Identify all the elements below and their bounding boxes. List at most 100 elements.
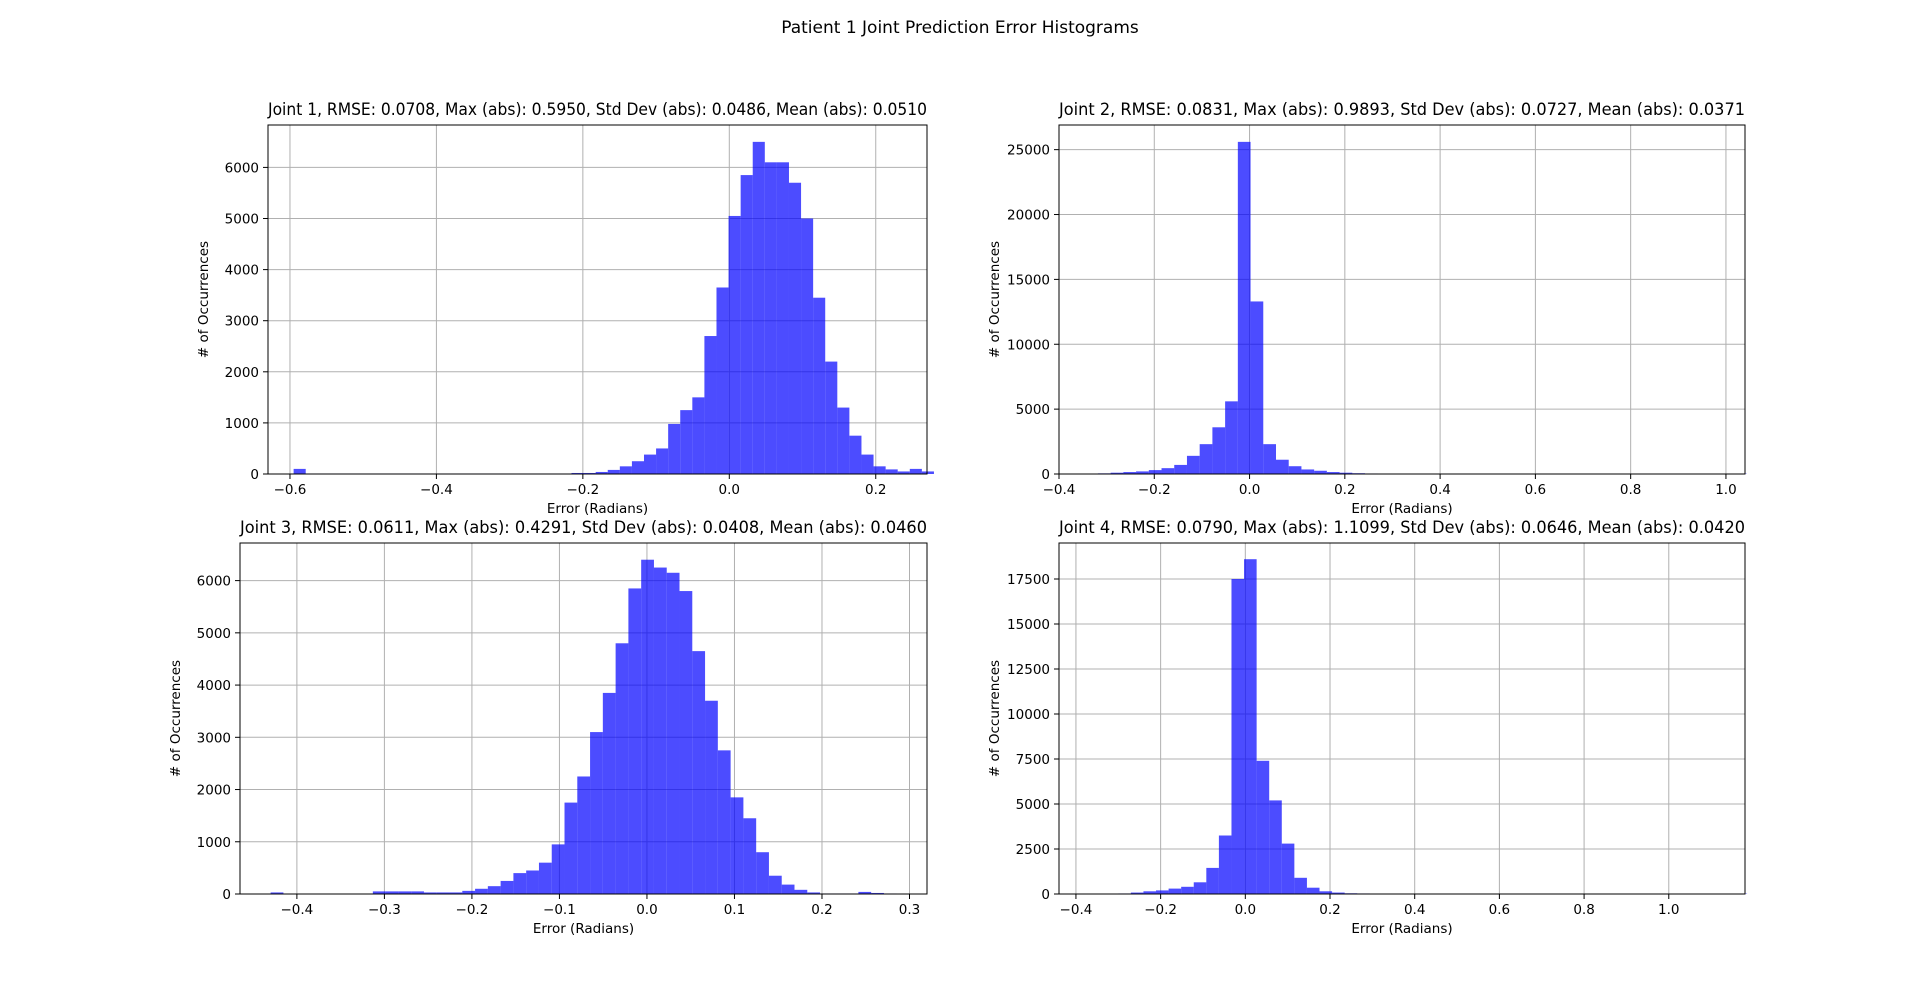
x-tick-label: −0.4 bbox=[1043, 482, 1076, 498]
subplot-title: Joint 1, RMSE: 0.0708, Max (abs): 0.5950… bbox=[267, 100, 927, 120]
histogram-bar bbox=[897, 471, 910, 474]
x-tick-label: 0.0 bbox=[1235, 902, 1256, 918]
histogram-bar bbox=[1244, 559, 1257, 894]
histogram-bar bbox=[743, 818, 757, 894]
histogram-bar bbox=[794, 889, 808, 894]
histogram-bar bbox=[692, 397, 705, 474]
histogram-bar bbox=[631, 461, 644, 474]
histogram-bar bbox=[1250, 301, 1264, 474]
histogram-bar bbox=[1174, 464, 1187, 474]
histogram-bar bbox=[571, 472, 584, 474]
histogram-bar bbox=[449, 892, 463, 894]
x-axis-label: Error (Radians) bbox=[547, 501, 648, 517]
histogram-bar bbox=[1288, 466, 1302, 474]
subplot-title: Joint 3, RMSE: 0.0611, Max (abs): 0.4291… bbox=[239, 518, 927, 538]
x-tick-label: −0.4 bbox=[420, 482, 453, 498]
histogram-bar bbox=[1212, 427, 1226, 474]
histogram-bar bbox=[1123, 472, 1137, 474]
histogram-bar bbox=[436, 892, 450, 894]
y-axis-label: # of Occurrences bbox=[168, 660, 184, 777]
histogram-bar bbox=[807, 892, 821, 894]
x-tick-label: 0.6 bbox=[1525, 482, 1546, 498]
x-tick-label: 0.8 bbox=[1573, 902, 1594, 918]
histogram-bar bbox=[752, 141, 765, 474]
histogram-bar bbox=[849, 435, 862, 474]
y-axis-label: # of Occurrences bbox=[987, 241, 1003, 358]
figure-title: Patient 1 Joint Prediction Error Histogr… bbox=[781, 18, 1139, 38]
histogram-bar bbox=[1231, 579, 1245, 894]
subplot-title: Joint 2, RMSE: 0.0831, Max (abs): 0.9893… bbox=[1058, 100, 1745, 120]
histogram-bar bbox=[293, 468, 306, 474]
x-tick-label: 0.0 bbox=[1239, 482, 1260, 498]
histogram-bar bbox=[641, 559, 654, 894]
plot-frame bbox=[267, 124, 928, 475]
x-tick-label: −0.3 bbox=[368, 902, 401, 918]
x-tick-label: 0.1 bbox=[724, 902, 745, 918]
x-axis-label: Error (Radians) bbox=[1351, 921, 1452, 937]
y-tick-label: 6000 bbox=[225, 160, 259, 176]
histogram-bar bbox=[462, 890, 476, 894]
histogram-bar bbox=[590, 732, 603, 894]
x-tick-label: 0.4 bbox=[1429, 482, 1450, 498]
histogram-bar bbox=[666, 572, 680, 894]
histogram-bar bbox=[1294, 877, 1307, 894]
histogram-bar bbox=[788, 182, 802, 474]
y-tick-label: 20000 bbox=[1007, 208, 1050, 224]
histogram-bar bbox=[1332, 892, 1345, 894]
y-tick-label: 0 bbox=[250, 467, 259, 483]
histogram-bar bbox=[1256, 760, 1270, 894]
y-tick-label: 1000 bbox=[197, 835, 231, 851]
histogram-bar bbox=[716, 287, 729, 474]
histogram-bar bbox=[1281, 843, 1295, 894]
histogram-bar bbox=[1143, 891, 1157, 894]
y-tick-label: 4000 bbox=[197, 678, 231, 694]
histogram-bar bbox=[680, 410, 693, 474]
plot-frame bbox=[1058, 542, 1746, 895]
histogram-bar bbox=[871, 892, 884, 894]
histogram-bar bbox=[653, 567, 667, 894]
x-tick-label: 0.8 bbox=[1620, 482, 1641, 498]
y-axis-label: # of Occurrences bbox=[196, 241, 212, 358]
histogram-bar bbox=[538, 862, 552, 894]
histogram-bar bbox=[526, 870, 539, 894]
histogram-bar bbox=[768, 875, 782, 894]
histogram-bar bbox=[270, 892, 284, 894]
histogram-bar bbox=[513, 873, 527, 894]
subplot-joint-2: −0.4 −0.2 0.0 0.2 0.4 0.6 0.8 1.0 0 5000 10000 1500… bbox=[987, 100, 1747, 517]
subplot-joint-3: −0.4 −0.3 −0.2 −0.1 0.0 0.1 0.2 0.3 0 1000 2000 300… bbox=[168, 518, 928, 937]
histogram-bar bbox=[692, 651, 706, 894]
histogram-bar bbox=[776, 162, 789, 474]
histogram-bar bbox=[909, 468, 922, 474]
histogram-bar bbox=[1206, 867, 1219, 894]
y-tick-label: 7500 bbox=[1016, 752, 1050, 768]
x-tick-label: −0.6 bbox=[274, 482, 307, 498]
histogram-bar bbox=[595, 471, 608, 474]
subplot-title: Joint 4, RMSE: 0.0790, Max (abs): 1.1099… bbox=[1058, 518, 1745, 538]
histogram-bar bbox=[1306, 887, 1320, 894]
y-tick-label: 25000 bbox=[1007, 143, 1050, 159]
histogram-bar bbox=[619, 466, 632, 474]
y-tick-label: 12500 bbox=[1007, 662, 1050, 678]
histogram-bar bbox=[1168, 888, 1182, 894]
histogram-bar bbox=[656, 448, 669, 474]
histogram-bar bbox=[740, 175, 753, 474]
histogram-bar bbox=[487, 886, 501, 894]
histogram-bar bbox=[801, 218, 814, 474]
histogram-bar bbox=[730, 797, 744, 894]
histogram-bar bbox=[861, 454, 874, 474]
plot-frame bbox=[239, 542, 928, 895]
x-tick-label: −0.4 bbox=[280, 902, 313, 918]
y-tick-label: 2500 bbox=[1016, 842, 1050, 858]
x-tick-label: 0.2 bbox=[865, 482, 886, 498]
histogram-bar bbox=[607, 469, 620, 474]
histogram-bar bbox=[1186, 455, 1200, 474]
x-tick-label: −0.2 bbox=[456, 902, 489, 918]
y-tick-label: 1000 bbox=[225, 416, 259, 432]
y-tick-label: 6000 bbox=[197, 574, 231, 590]
x-tick-label: 0.4 bbox=[1404, 902, 1425, 918]
y-tick-label: 0 bbox=[222, 887, 231, 903]
x-axis-label: Error (Radians) bbox=[1351, 501, 1452, 517]
histogram-bar bbox=[372, 891, 386, 894]
x-tick-label: −0.2 bbox=[1144, 902, 1177, 918]
